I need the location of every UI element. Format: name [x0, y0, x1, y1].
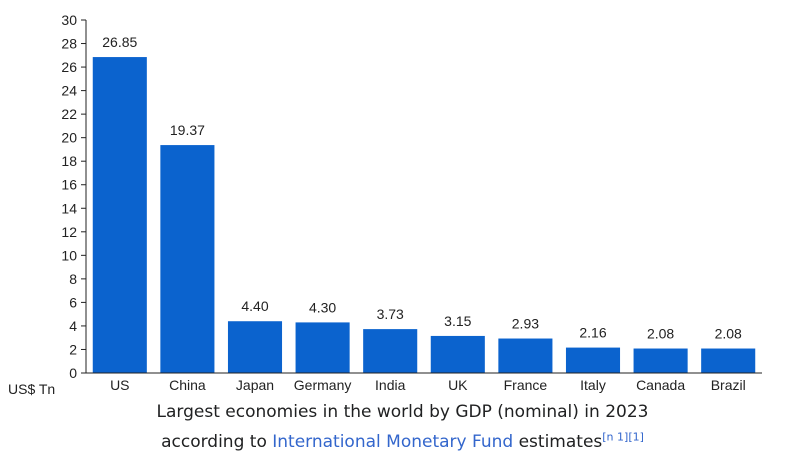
y-tick-label: 12 — [61, 224, 77, 240]
y-tick-label: 18 — [61, 153, 77, 169]
value-labels: 26.85 19.37 4.40 4.30 3.73 3.15 2.93 2.16 2.08 2.… — [102, 34, 742, 341]
value-label-china: 19.37 — [170, 122, 205, 138]
x-axis-labels: US China Japan Germany India UK France Italy Can… — [110, 377, 746, 393]
bar-china — [160, 145, 215, 373]
y-tick-label: 22 — [61, 106, 77, 122]
x-tick-label-india: India — [375, 377, 406, 393]
bar-us — [92, 57, 147, 373]
x-tick-label-china: China — [169, 377, 206, 393]
bar-brazil — [701, 348, 756, 373]
y-tick-label: 14 — [61, 200, 77, 216]
bar-uk — [430, 335, 485, 373]
y-tick-label: 0 — [69, 365, 77, 381]
x-tick-label-france: France — [504, 377, 548, 393]
value-label-india: 3.73 — [377, 306, 404, 322]
bar-italy — [565, 347, 621, 373]
x-tick-label-canada: Canada — [636, 377, 685, 393]
chart-caption-line-2: according to International Monetary Fund… — [0, 430, 805, 452]
value-label-germany: 4.30 — [309, 299, 336, 315]
caption-suffix: estimates — [513, 432, 603, 452]
y-axis-unit-label: US$ Tn — [8, 381, 55, 397]
y-tick-label: 8 — [69, 271, 77, 287]
y-tick-label: 2 — [69, 341, 77, 357]
value-label-canada: 2.08 — [647, 326, 674, 342]
imf-link[interactable]: International Monetary Fund — [272, 432, 514, 452]
y-tick-label: 10 — [61, 247, 77, 263]
value-label-france: 2.93 — [512, 316, 539, 332]
x-tick-label-germany: Germany — [294, 377, 352, 393]
value-label-brazil: 2.08 — [715, 326, 742, 342]
y-tick-label: 26 — [61, 59, 77, 75]
x-tick-label-uk: UK — [448, 377, 468, 393]
y-tick-label: 6 — [69, 294, 77, 310]
y-tick-label: 4 — [69, 318, 77, 334]
bar-france — [498, 338, 553, 373]
bar-canada — [633, 348, 688, 373]
y-tick-label: 28 — [61, 36, 77, 52]
x-tick-label-us: US — [110, 377, 129, 393]
y-tick-label: 24 — [61, 83, 77, 99]
bar-japan — [227, 321, 283, 373]
reference-links[interactable]: [n 1][1] — [602, 430, 644, 444]
y-tick-label: 16 — [61, 177, 77, 193]
bar-india — [363, 329, 418, 373]
x-tick-label-japan: Japan — [236, 377, 274, 393]
value-label-us: 26.85 — [102, 34, 137, 50]
y-tick-label: 20 — [61, 130, 77, 146]
value-label-italy: 2.16 — [579, 325, 606, 341]
caption-text-1: Largest economies in the world by GDP (n… — [156, 402, 649, 422]
chart-caption-line-1: Largest economies in the world by GDP (n… — [0, 402, 805, 422]
value-label-uk: 3.15 — [444, 313, 471, 329]
value-label-japan: 4.40 — [241, 298, 268, 314]
x-tick-label-brazil: Brazil — [711, 377, 746, 393]
bars — [92, 57, 756, 373]
caption-prefix: according to — [161, 432, 273, 452]
x-tick-label-italy: Italy — [580, 377, 606, 393]
y-tick-label: 30 — [61, 12, 77, 28]
bar-germany — [295, 322, 350, 373]
